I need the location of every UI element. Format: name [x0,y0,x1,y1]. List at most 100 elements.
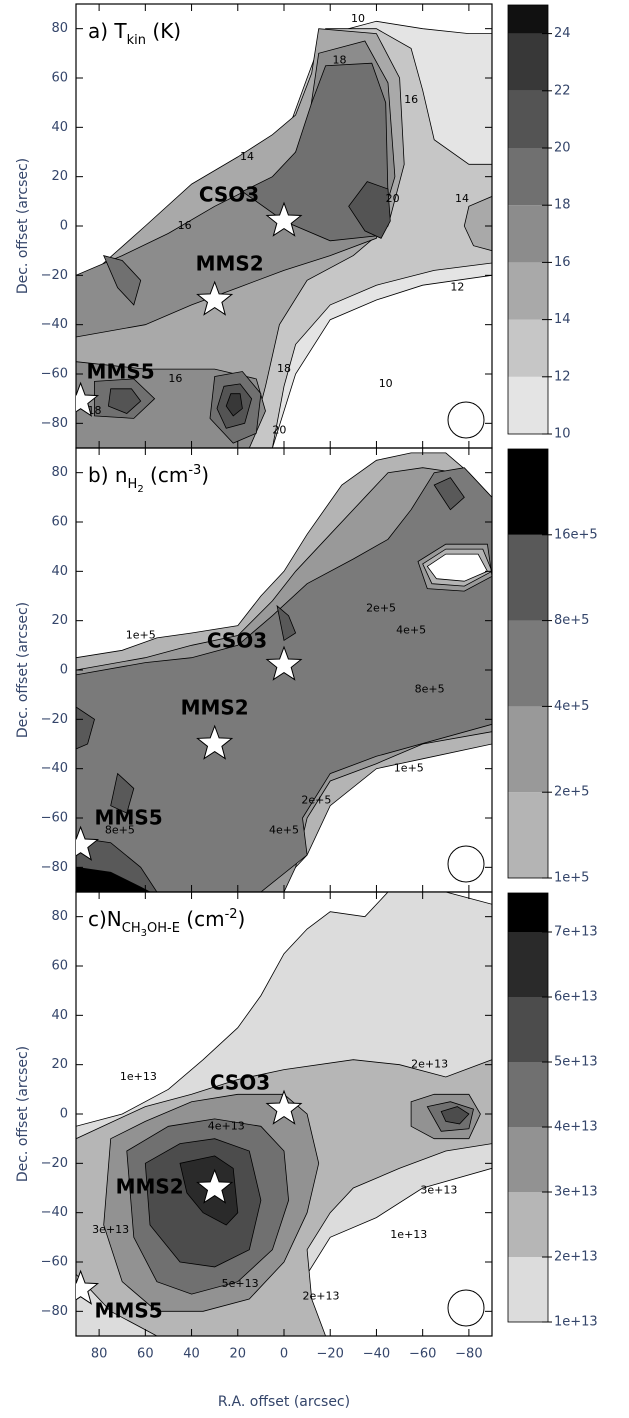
contour-region [463,195,492,252]
colorbar-band [508,706,548,793]
y-axis-label: Dec. offset (arcsec) [15,1046,31,1182]
contour-label: 8e+5 [415,683,445,696]
colorbar-tick-label: 2e+5 [554,785,589,800]
y-tick-label: −40 [41,1205,68,1220]
colorbar-frame [507,4,549,435]
contour-label: 2e+13 [411,1058,448,1071]
title-part: b) n [88,463,128,487]
title-part: a) T [88,19,127,43]
contour-label: 2e+5 [366,601,396,614]
colorbar-tick-label: 24 [554,26,571,41]
colorbar-band [508,262,548,320]
source-star [76,1269,100,1305]
colorbar-tick-label: 7e+13 [554,925,598,940]
colorbar-band [508,792,548,878]
contour-label: 5e+13 [222,1277,259,1290]
title-part: kin [127,33,146,48]
x-tick-label: 0 [280,1347,288,1362]
source-star [196,724,234,760]
source-star [265,201,303,237]
y-tick-label: 0 [60,663,68,678]
colorbar-tick-label: 1e+13 [554,1315,598,1330]
source-label: MMS5 [95,806,163,830]
contour-label: 1e+5 [126,628,156,641]
colorbar-band [508,319,548,377]
contour-label: 16 [168,372,182,385]
x-tick-label: 40 [183,1347,200,1362]
x-tick-label: 20 [230,1347,247,1362]
source-star [196,280,234,316]
colorbar-band [508,5,548,34]
title-part: (cm [180,907,225,931]
colorbar-tick-label: 1e+5 [554,871,589,886]
colorbar-tick-label: 20 [554,141,571,156]
colorbar-tick-label: 12 [554,369,571,384]
colorbar-band [508,1192,548,1257]
title-part: ) [201,463,209,487]
source-star [265,1089,303,1125]
contour-label: 3e+13 [92,1223,129,1236]
colorbar-tick-label: 14 [554,312,571,327]
contour-region [440,1106,470,1125]
contour-region [76,706,95,750]
x-tick-label: −60 [409,1347,436,1362]
colorbar-band [508,449,548,535]
panel: Dec. offset (arcsec) −80 −60 −40 −20 0 20 40 60… [15,3,571,449]
panel-title: b) nH2 (cm-3) [88,463,209,495]
title-part: 3 [141,928,147,939]
y-tick-label: 20 [51,169,68,184]
beam [447,1289,485,1327]
contour-label: 1e+13 [390,1228,427,1241]
y-tick-label: −40 [41,317,68,332]
y-tick-label: −20 [41,1156,68,1171]
contour-label: 18 [277,362,291,375]
y-axis-label: Dec. offset (arcsec) [15,158,31,294]
colorbar-band [508,1127,548,1192]
contour-region [76,467,492,892]
panel: Dec. offset (arcsec) −80 −60 −40 −20 0 20 40 60… [15,447,598,893]
contour-label: 14 [455,192,469,205]
contour-region [225,393,243,417]
contour-regions [76,20,492,448]
contour-region [433,477,465,511]
title-part: OH-E [147,921,180,936]
panel-title: a) Tkin (K) [88,19,181,48]
y-tick-label: −20 [41,268,68,283]
contour-label: 20 [272,424,286,437]
colorbar-band [508,205,548,263]
contour-region [110,772,135,814]
y-tick-label: 40 [51,564,68,579]
y-tick-label: 60 [51,959,68,974]
y-tick-label: −80 [41,416,68,431]
y-tick-label: −60 [41,811,68,826]
contour-region [103,255,142,306]
colorbar-band [508,893,548,932]
panel: Dec. offset (arcsec) 80 60 40 20 0 −20 −40 −60 −… [15,891,598,1362]
y-tick-label: 0 [60,219,68,234]
source-label: CSO3 [210,1071,270,1095]
title-part: -3 [188,463,201,478]
contour-label: 4e+5 [396,624,426,637]
x-tick-label: 80 [91,1347,108,1362]
contour-label: 20 [386,192,400,205]
title-part: c)N [88,907,122,931]
colorbar-band [508,148,548,206]
y-tick-label: −80 [41,860,68,875]
colorbar-band [508,534,548,621]
y-tick-label: −20 [41,712,68,727]
y-tick-label: 20 [51,1057,68,1072]
source-label: CSO3 [207,629,267,653]
colorbar-tick-label: 8e+5 [554,613,589,628]
colorbar-band [508,376,548,434]
colorbar-tick-label: 4e+5 [554,699,589,714]
colorbar-tick-label: 4e+13 [554,1120,598,1135]
contour-label: 10 [351,12,365,25]
contour-label: 3e+13 [420,1183,457,1196]
contour-label: 16 [178,219,192,232]
y-tick-label: −80 [41,1304,68,1319]
contour-label: 1e+5 [394,762,424,775]
source-label: MMS2 [181,696,249,720]
colorbar-band [508,620,548,707]
contour-label: 8e+5 [105,823,135,836]
